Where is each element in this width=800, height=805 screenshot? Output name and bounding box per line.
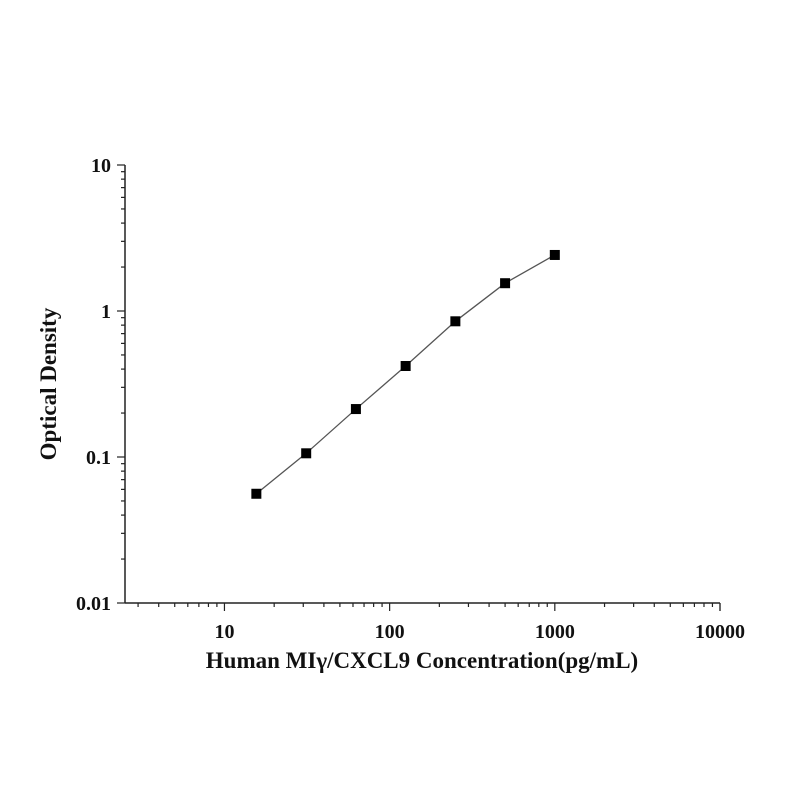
data-point xyxy=(350,404,361,415)
data-point xyxy=(301,448,312,459)
x-tick-label: 100 xyxy=(375,621,405,643)
y-axis-label: Optical Density xyxy=(36,307,61,460)
axes xyxy=(117,164,721,611)
data-point xyxy=(251,488,262,499)
y-tick-label: 10 xyxy=(91,155,111,177)
data-point xyxy=(400,361,411,372)
x-axis-label: Human MIγ/CXCL9 Concentration(pg/mL) xyxy=(206,648,638,673)
data-point xyxy=(500,278,511,289)
data-point xyxy=(450,316,461,327)
y-tick-label: 1 xyxy=(101,301,111,323)
x-tick-label: 10000 xyxy=(695,621,745,643)
y-tick-label: 0.01 xyxy=(76,593,111,615)
plot-area xyxy=(251,249,560,499)
data-point xyxy=(549,249,560,260)
y-tick-label: 0.1 xyxy=(86,447,111,469)
x-tick-label: 10 xyxy=(214,621,234,643)
tick-labels: 10 100 1000 10000 0.01 0.1 1 10 xyxy=(76,155,745,643)
series-line xyxy=(255,254,556,495)
x-tick-label: 1000 xyxy=(535,621,575,643)
